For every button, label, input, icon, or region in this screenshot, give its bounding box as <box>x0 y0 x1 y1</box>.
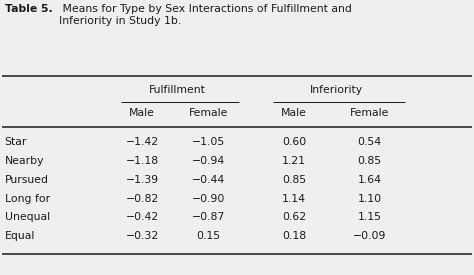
Text: Pursued: Pursued <box>5 175 49 185</box>
Text: −1.39: −1.39 <box>126 175 159 185</box>
Text: −0.09: −0.09 <box>353 231 386 241</box>
Text: −1.42: −1.42 <box>126 138 159 147</box>
Text: Inferiority: Inferiority <box>310 85 363 95</box>
Text: Nearby: Nearby <box>5 156 44 166</box>
Text: −1.05: −1.05 <box>192 138 225 147</box>
Text: Long for: Long for <box>5 194 50 204</box>
Text: Male: Male <box>281 108 307 118</box>
Text: 1.14: 1.14 <box>282 194 306 204</box>
Text: Star: Star <box>5 138 27 147</box>
Text: −0.42: −0.42 <box>126 212 159 222</box>
Text: Unequal: Unequal <box>5 212 50 222</box>
Text: 1.10: 1.10 <box>358 194 382 204</box>
Text: −0.90: −0.90 <box>192 194 225 204</box>
Text: Fulfillment: Fulfillment <box>149 85 206 95</box>
Text: −0.82: −0.82 <box>126 194 159 204</box>
Text: 0.85: 0.85 <box>358 156 382 166</box>
Text: 1.21: 1.21 <box>282 156 306 166</box>
Text: 0.60: 0.60 <box>282 138 306 147</box>
Text: Equal: Equal <box>5 231 35 241</box>
Text: 0.54: 0.54 <box>358 138 382 147</box>
Text: 1.15: 1.15 <box>358 212 382 222</box>
Text: Means for Type by Sex Interactions of Fulfillment and
Inferiority in Study 1b.: Means for Type by Sex Interactions of Fu… <box>59 4 352 26</box>
Text: Male: Male <box>129 108 155 118</box>
Text: Female: Female <box>189 108 228 118</box>
Text: 1.64: 1.64 <box>358 175 382 185</box>
Text: 0.62: 0.62 <box>282 212 306 222</box>
Text: −1.18: −1.18 <box>126 156 159 166</box>
Text: 0.15: 0.15 <box>197 231 220 241</box>
Text: −0.87: −0.87 <box>192 212 225 222</box>
Text: 0.18: 0.18 <box>282 231 306 241</box>
Text: Table 5.: Table 5. <box>5 4 53 14</box>
Text: Female: Female <box>350 108 390 118</box>
Text: 0.85: 0.85 <box>282 175 306 185</box>
Text: −0.32: −0.32 <box>126 231 159 241</box>
Text: −0.94: −0.94 <box>192 156 225 166</box>
Text: −0.44: −0.44 <box>192 175 225 185</box>
